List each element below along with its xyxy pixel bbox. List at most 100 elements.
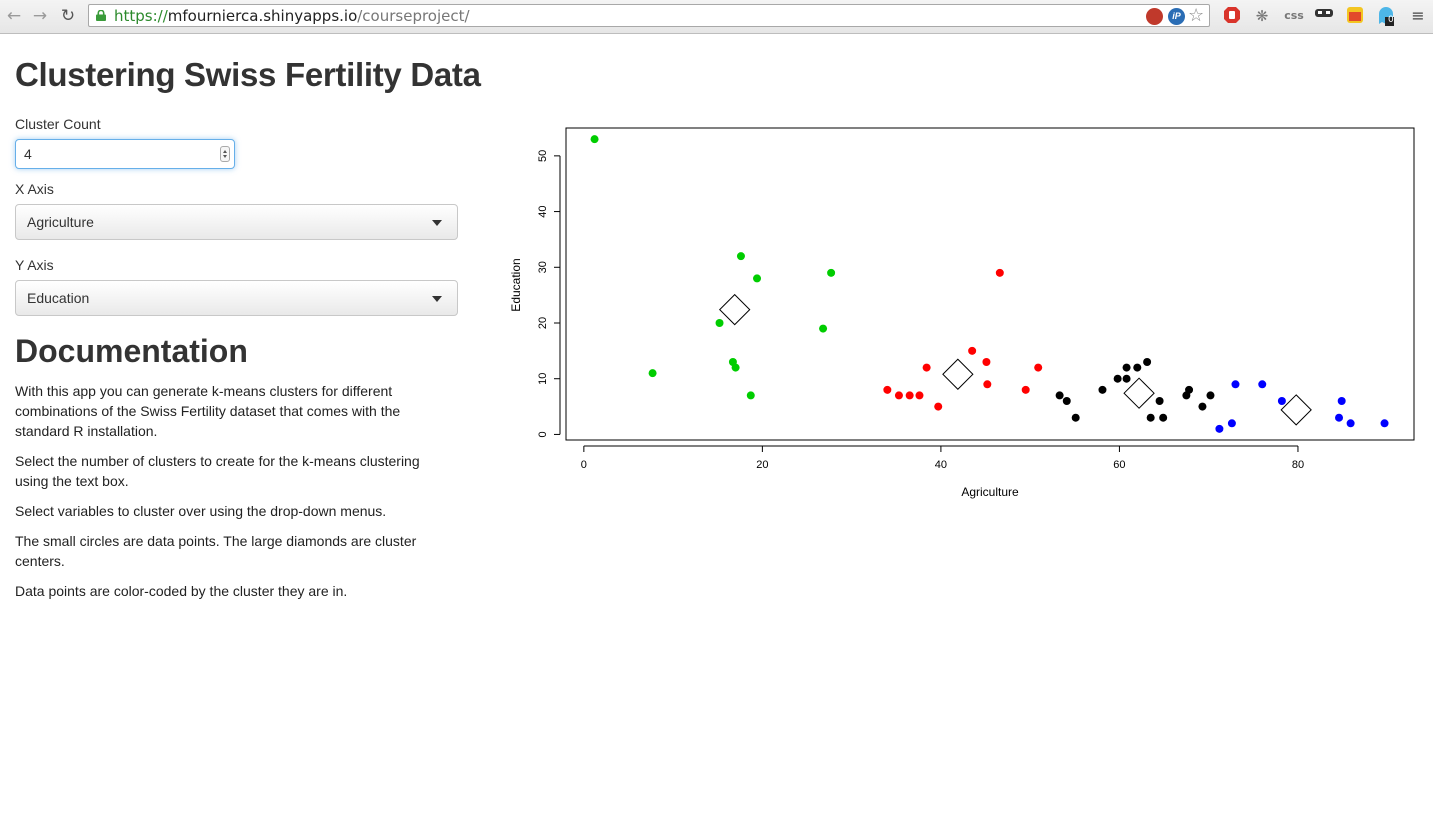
data-point: [1231, 380, 1240, 389]
data-point: [1146, 413, 1155, 422]
page-title: Clustering Swiss Fertility Data: [15, 56, 481, 93]
y-axis-title: Education: [509, 258, 523, 311]
data-point: [983, 380, 992, 389]
data-point: [1122, 374, 1131, 383]
menu-icon[interactable]: ≡: [1411, 6, 1425, 25]
url-host: mfournierca.shinyapps.io: [167, 7, 358, 25]
y-axis-select[interactable]: Education: [15, 280, 458, 316]
y-tick-label: 20: [537, 317, 549, 329]
cluster-center: [719, 293, 751, 326]
address-bar[interactable]: https://mfournierca.shinyapps.io/coursep…: [88, 4, 1210, 27]
data-point: [1034, 363, 1043, 372]
x-tick-label: 60: [1113, 459, 1125, 471]
data-point: [1277, 397, 1286, 405]
reload-icon[interactable]: ↻: [60, 6, 76, 26]
css-icon[interactable]: css: [1284, 9, 1304, 22]
x-axis-selected: Agriculture: [27, 214, 94, 230]
data-point: [1380, 419, 1389, 428]
data-point: [1098, 385, 1107, 394]
documentation-title: Documentation: [15, 333, 248, 369]
block-icon[interactable]: [1146, 8, 1163, 25]
cluster-count-input[interactable]: [15, 139, 235, 169]
data-point: [905, 391, 914, 400]
data-point: [715, 319, 724, 327]
data-point: [1346, 419, 1355, 428]
data-point: [1215, 424, 1224, 433]
data-point: [894, 391, 903, 400]
cluster-center: [1123, 377, 1155, 409]
chevron-down-icon: [432, 296, 442, 302]
x-tick-label: 40: [935, 459, 947, 471]
number-spinner[interactable]: [220, 146, 230, 162]
data-point: [922, 363, 931, 372]
back-arrow-icon[interactable]: ←: [6, 6, 22, 26]
data-point: [1258, 380, 1267, 389]
x-axis-title: Agriculture: [961, 485, 1019, 499]
data-point: [1062, 397, 1071, 405]
data-point: [1337, 397, 1346, 405]
data-point: [968, 346, 977, 355]
url-path: /courseproject/: [357, 7, 470, 25]
data-point: [1113, 374, 1122, 383]
data-point: [1198, 402, 1207, 411]
url-scheme: https://: [114, 7, 168, 25]
cluster-count-label: Cluster Count: [15, 116, 101, 132]
cluster-center: [942, 358, 974, 390]
x-axis-label: X Axis: [15, 181, 54, 197]
plot-frame: [565, 127, 1415, 441]
url-text: https://mfournierca.shinyapps.io/coursep…: [114, 7, 470, 25]
ip-icon[interactable]: iP: [1168, 8, 1185, 25]
x-axis-select[interactable]: Agriculture: [15, 204, 458, 240]
data-point: [1185, 385, 1194, 394]
x-tick-label: 80: [1292, 459, 1304, 471]
data-point: [1155, 397, 1164, 405]
doc-paragraph: Select variables to cluster over using t…: [15, 503, 387, 519]
data-point: [1159, 413, 1168, 422]
doc-paragraph: With this app you can generate k-means c…: [15, 383, 401, 439]
data-point: [1143, 358, 1152, 366]
star-icon[interactable]: ☆: [1188, 5, 1205, 26]
bug-icon[interactable]: ❋: [1255, 7, 1269, 25]
data-point: [819, 324, 828, 333]
y-tick-label: 10: [537, 373, 549, 385]
forward-arrow-icon[interactable]: →: [32, 6, 48, 26]
data-point: [883, 385, 892, 394]
data-point: [1227, 419, 1236, 428]
lock-icon: [96, 10, 106, 21]
y-tick-label: 50: [537, 150, 549, 162]
mask-icon[interactable]: [1314, 6, 1334, 26]
data-point: [731, 363, 740, 372]
y-tick-label: 40: [537, 205, 549, 217]
data-point: [590, 135, 599, 144]
data-point: [736, 252, 745, 261]
data-point: [648, 369, 657, 378]
browser-toolbar: ← → ↻ https://mfournierca.shinyapps.io/c…: [0, 0, 1433, 34]
ghost-badge: 0: [1388, 15, 1394, 25]
data-point: [827, 268, 836, 277]
chevron-down-icon: [432, 220, 442, 226]
data-point: [982, 358, 991, 366]
data-point: [1122, 363, 1131, 372]
ghost-icon[interactable]: 0: [1376, 6, 1396, 26]
doc-paragraph: Select the number of clusters to create …: [15, 453, 420, 489]
data-point: [1206, 391, 1215, 400]
cluster-scatter-plot: Agriculture Education 0 20 40 60 80 0 10 20 30 40…: [509, 127, 1415, 499]
data-point: [915, 391, 924, 400]
data-point: [1055, 391, 1064, 400]
data-point: [1021, 385, 1030, 394]
puzzle-icon[interactable]: [1345, 6, 1365, 26]
data-point: [1133, 363, 1142, 372]
y-tick-label: 0: [537, 431, 549, 437]
data-point: [934, 402, 943, 411]
doc-paragraph: The small circles are data points. The l…: [15, 533, 417, 569]
x-tick-label: 20: [756, 459, 768, 471]
data-point: [1335, 413, 1344, 422]
data-point: [746, 391, 755, 400]
cluster-center: [1280, 394, 1312, 426]
doc-paragraph: Data points are color-coded by the clust…: [15, 583, 348, 599]
y-tick-label: 30: [537, 261, 549, 273]
data-point: [1071, 413, 1080, 422]
y-axis-label: Y Axis: [15, 257, 54, 273]
data-point: [753, 274, 762, 283]
stop-icon[interactable]: [1222, 6, 1242, 26]
